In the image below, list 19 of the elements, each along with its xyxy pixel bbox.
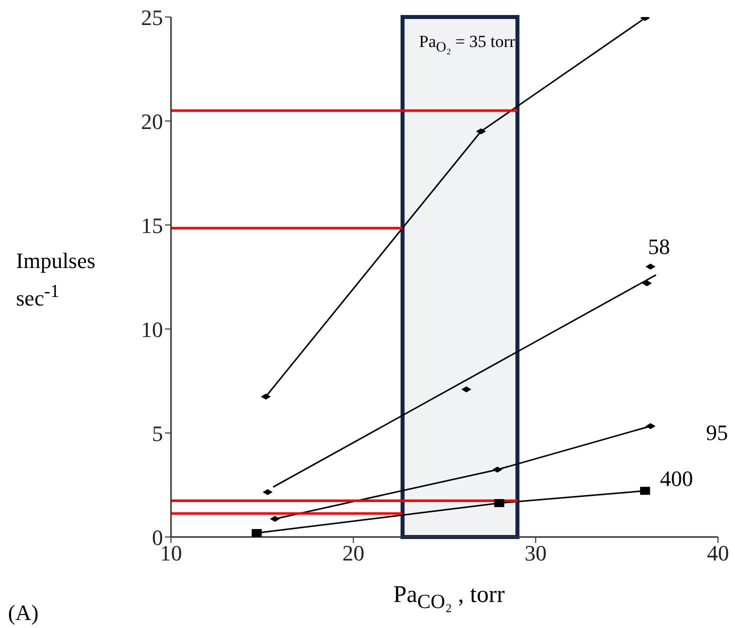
point <box>252 529 262 537</box>
y-tick-label: 0 <box>152 524 163 550</box>
x-tick-label: 30 <box>524 540 547 566</box>
annotation: Pa$_{O₂}$ = 35 torr <box>419 32 516 56</box>
y-tick-label: 20 <box>141 108 163 134</box>
x-tick-label: 20 <box>342 540 364 566</box>
text: (A) <box>8 600 39 626</box>
annotation: 58 <box>648 234 670 260</box>
y-axis-title: Impulses sec$^{-1}$ <box>16 247 96 312</box>
point <box>494 499 504 508</box>
annotation: 95 <box>706 420 728 446</box>
point <box>640 486 650 495</box>
x-tick-label: 40 <box>707 540 729 566</box>
x-axis-title: Pa$_{CO₂}$ , torr <box>392 582 506 614</box>
y-tick-label: 15 <box>141 212 163 238</box>
y-tick-label: 5 <box>152 420 163 446</box>
y-tick-label: 10 <box>141 316 163 342</box>
annotation: 400 <box>660 466 693 492</box>
y-tick-label: 25 <box>141 4 163 30</box>
